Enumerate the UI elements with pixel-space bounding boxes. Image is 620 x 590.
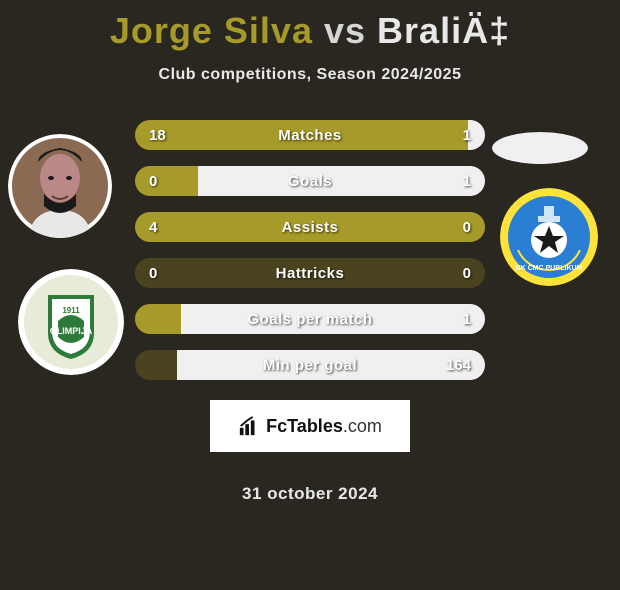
stat-label: Goals [135,166,485,196]
stat-row: 181Matches [135,120,485,150]
stat-row: 01Goals [135,166,485,196]
vs-text: vs [324,10,366,51]
stat-label: Matches [135,120,485,150]
svg-text:OLIMPIJA: OLIMPIJA [50,326,93,336]
player1-name: Jorge Silva [110,10,313,51]
svg-text:1911: 1911 [62,306,80,315]
fctables-text: FcTables.com [266,416,382,437]
stat-row: 00Hattricks [135,258,485,288]
stat-row: 1Goals per match [135,304,485,334]
comparison-content: 1911 OLIMPIJA NK CMC PUBLIKUM 181Matches… [0,114,620,414]
player2-name: BraliÄ‡ [377,10,510,51]
svg-text:NK CMC PUBLIKUM: NK CMC PUBLIKUM [516,265,583,272]
fctables-light: .com [343,416,382,436]
stat-label: Min per goal [135,350,485,380]
stat-label: Hattricks [135,258,485,288]
fctables-bold: FcTables [266,416,343,436]
date-text: 31 october 2024 [0,484,620,504]
stat-bars: 181Matches 01Goals 40Assists 00Hattricks 1Go… [135,120,485,396]
subtitle: Club competitions, Season 2024/2025 [0,66,620,84]
fctables-logo-icon [238,415,260,437]
player2-avatar [492,132,588,164]
stat-label: Assists [135,212,485,242]
stat-row: 164Min per goal [135,350,485,380]
fctables-badge: FcTables.com [210,400,410,452]
player2-club-crest: NK CMC PUBLIKUM [500,188,598,286]
player1-avatar [8,134,112,238]
player1-club-crest: 1911 OLIMPIJA [18,269,124,375]
stat-row: 40Assists [135,212,485,242]
comparison-title: Jorge Silva vs BraliÄ‡ [0,10,620,52]
stat-label: Goals per match [135,304,485,334]
